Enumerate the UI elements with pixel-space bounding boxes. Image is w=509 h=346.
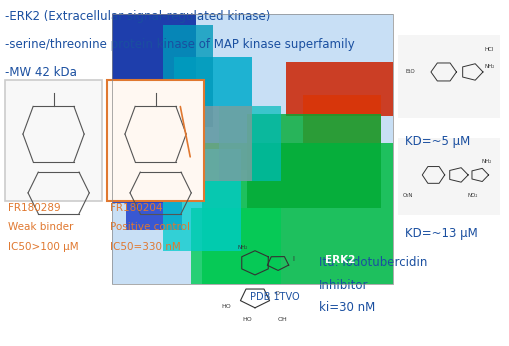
Bar <box>112 14 392 284</box>
Text: O₂N: O₂N <box>402 193 413 198</box>
Bar <box>162 25 213 127</box>
Bar <box>126 189 182 230</box>
Text: HO: HO <box>221 303 231 309</box>
Text: ki=30 nM: ki=30 nM <box>318 301 374 314</box>
Bar <box>246 114 381 208</box>
Text: -serine/threonine protein kinase of MAP kinase superfamily: -serine/threonine protein kinase of MAP … <box>5 38 354 51</box>
Text: IC50=330 nM: IC50=330 nM <box>109 242 180 252</box>
Text: NH₂: NH₂ <box>237 245 247 250</box>
Bar <box>397 138 499 215</box>
Bar <box>112 14 196 135</box>
Bar <box>286 62 392 116</box>
Text: HCl: HCl <box>484 47 493 52</box>
Text: FR180289: FR180289 <box>8 203 60 213</box>
Bar <box>397 35 499 118</box>
Bar <box>196 106 252 181</box>
Text: HO: HO <box>242 317 251 322</box>
FancyBboxPatch shape <box>107 80 204 201</box>
Bar <box>218 106 280 181</box>
Text: Itu: iodotubercidin: Itu: iodotubercidin <box>318 256 427 269</box>
Bar <box>202 143 392 284</box>
Text: ERK2: ERK2 <box>325 255 355 265</box>
Text: PDB 1TVO: PDB 1TVO <box>249 292 299 302</box>
Bar <box>112 122 162 203</box>
Text: Inhibitor: Inhibitor <box>318 279 367 292</box>
Text: -ERK2 (Extracellular signal-regulated kinase): -ERK2 (Extracellular signal-regulated ki… <box>5 10 270 24</box>
FancyBboxPatch shape <box>5 80 102 201</box>
Bar <box>302 95 381 143</box>
Text: NH₂: NH₂ <box>480 159 491 164</box>
Text: KD=~5 μM: KD=~5 μM <box>405 135 470 148</box>
Text: O: O <box>274 291 279 296</box>
Text: IC50>100 μM: IC50>100 μM <box>8 242 78 252</box>
Text: OH: OH <box>277 317 287 322</box>
Text: KD=~13 μM: KD=~13 μM <box>405 227 477 240</box>
Bar <box>162 149 241 251</box>
Text: NH₂: NH₂ <box>484 64 494 69</box>
Text: FR180204: FR180204 <box>109 203 162 213</box>
Bar <box>190 208 280 284</box>
Text: Weak binder: Weak binder <box>8 222 73 233</box>
Bar <box>112 14 392 284</box>
Text: -MW 42 kDa: -MW 42 kDa <box>5 66 77 79</box>
Bar <box>174 57 252 170</box>
Text: Positive control: Positive control <box>109 222 189 233</box>
Text: EtO: EtO <box>405 70 415 74</box>
Text: NO₂: NO₂ <box>466 193 477 198</box>
Text: I: I <box>292 256 294 262</box>
